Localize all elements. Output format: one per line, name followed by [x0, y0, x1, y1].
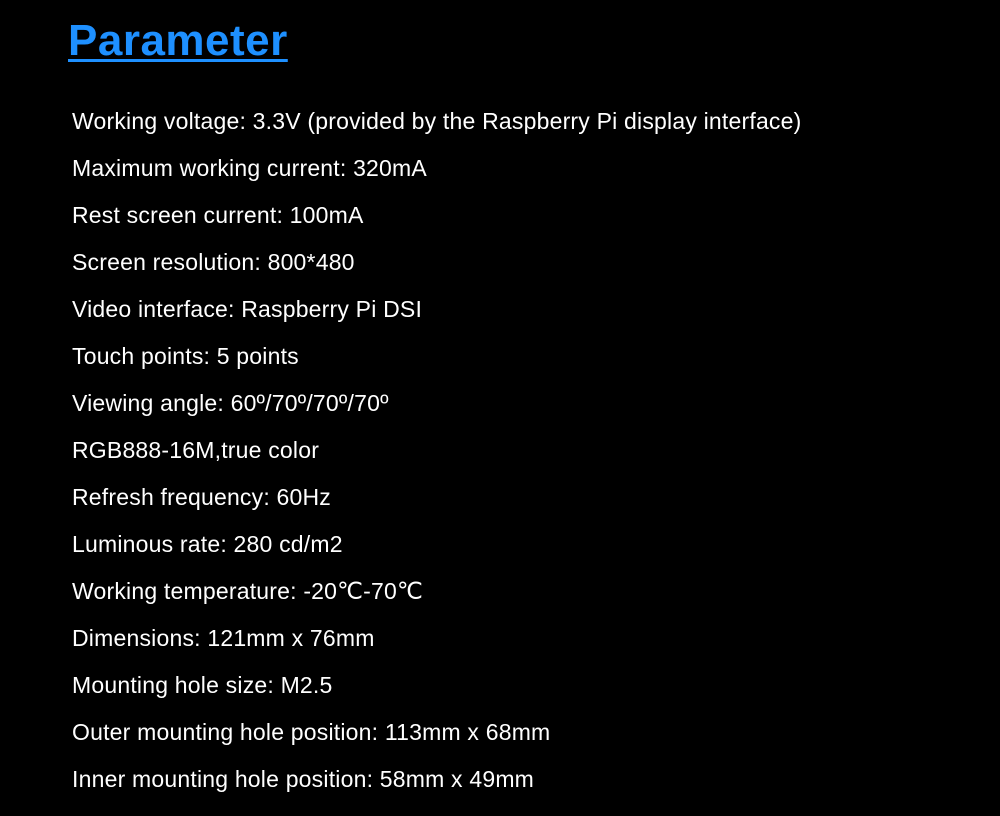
section-heading: Parameter: [68, 16, 1000, 66]
spec-item: Refresh frequency: 60Hz: [72, 486, 1000, 509]
spec-item: Mounting hole size: M2.5: [72, 674, 1000, 697]
parameter-panel: Parameter Working voltage: 3.3V (provide…: [0, 0, 1000, 791]
spec-list: Working voltage: 3.3V (provided by the R…: [68, 110, 1000, 791]
spec-item: Working voltage: 3.3V (provided by the R…: [72, 110, 1000, 133]
spec-item: Video interface: Raspberry Pi DSI: [72, 298, 1000, 321]
spec-item: Working temperature: -20℃-70℃: [72, 580, 1000, 603]
spec-item: Touch points: 5 points: [72, 345, 1000, 368]
spec-item: Rest screen current: 100mA: [72, 204, 1000, 227]
spec-item: RGB888-16M,true color: [72, 439, 1000, 462]
spec-item: Viewing angle: 60º/70º/70º/70º: [72, 392, 1000, 415]
spec-item: Outer mounting hole position: 113mm x 68…: [72, 721, 1000, 744]
spec-item: Maximum working current: 320mA: [72, 157, 1000, 180]
spec-item: Dimensions: 121mm x 76mm: [72, 627, 1000, 650]
spec-item: Inner mounting hole position: 58mm x 49m…: [72, 768, 1000, 791]
spec-item: Screen resolution: 800*480: [72, 251, 1000, 274]
spec-item: Luminous rate: 280 cd/m2: [72, 533, 1000, 556]
